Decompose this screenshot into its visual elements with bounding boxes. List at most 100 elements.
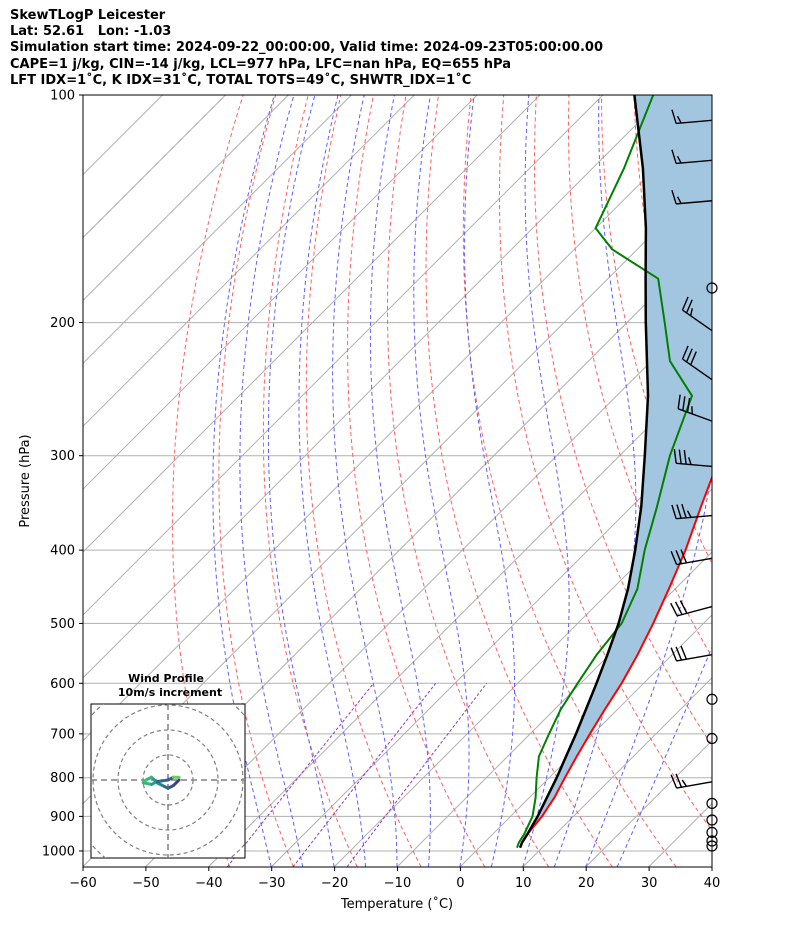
moist-adiabat-line [553,95,637,867]
x-tick-label: −30 [258,876,285,891]
wind-barb [681,296,713,332]
plot-grid [83,95,794,867]
wind-barb [681,345,713,381]
wind-barb-calm [706,835,718,847]
isotherm-line [83,95,289,302]
wind-barb-flag [680,645,688,660]
y-tick-label: 400 [50,544,75,559]
wind-barb-calm [706,840,718,852]
y-tick-label: 900 [50,810,75,825]
hodograph-subtitle: 10m/s increment [118,686,222,699]
moist-adiabat-line [616,645,712,867]
wind-barb-flag [677,394,681,409]
isotherm-line [83,95,541,553]
wind-barb-shaft [676,781,713,789]
wind-barb-shaft [677,408,713,422]
wind-barb-flag [670,647,678,662]
hodograph-segment [155,778,170,784]
isotherm-line [333,488,712,867]
plot-series [516,95,712,849]
mixing-ratio-line [346,682,488,867]
dewpoint-line [516,95,694,849]
wind-barb-flag [670,774,678,789]
title-cape: CAPE=1 j/kg, CIN=-14 j/kg, LCL=977 hPa, … [10,56,511,72]
wind-barb [671,189,713,205]
parcel-line [518,95,650,849]
wind-barb-flag [679,600,688,614]
dry-adiabat-line [425,95,613,867]
title-block: SkewTLogP Leicester Lat: 52.61 Lon: -1.0… [10,8,603,89]
wind-barb-flag [675,550,683,564]
isotherm-line [83,95,352,365]
wind-barb [670,600,713,617]
wind-barb [671,109,713,125]
wind-barb-shaft [676,514,713,520]
moist-adiabat-line [522,95,570,867]
wind-barb [670,549,713,566]
wind-barb-flag [680,549,688,564]
wind-barb [670,645,713,662]
dry-adiabat-line [347,95,486,867]
wind-barb-calm [706,826,718,839]
dry-adiabat-line [764,95,794,867]
moist-adiabat-line [332,95,398,867]
wind-barb-calm [706,814,718,826]
wind-barb-shaft [682,358,713,381]
y-tick-label: 600 [50,677,75,692]
cape-shading [520,95,712,848]
wind-barb-shaft [676,159,713,165]
x-tick-label: −50 [132,876,159,891]
wind-barb-flag [690,308,693,316]
wind-barb-shaft [677,605,713,617]
wind-barb-flag [688,457,692,465]
wind-barb-flag [678,449,682,464]
wind-barb-shaft [676,462,713,468]
wind-barb-flag [673,449,677,464]
wind-barb [673,449,713,468]
plot-axes: −60 −50 −40 −30 −20 −10 0 10 20 30 40 100 200 300 400 5… [42,89,720,892]
wind-barb-flag [671,189,677,205]
x-tick-label: 10 [515,876,532,891]
y-tick-label: 800 [50,771,75,786]
wind-barb-flag [683,449,687,465]
wind-barb [677,394,713,422]
dry-adiabat-line [567,95,712,658]
wind-barb-calm [706,282,718,294]
dry-adiabat-line [386,95,550,867]
isotherm-line [83,95,667,679]
x-tick-label: −60 [69,876,96,891]
wind-barb-flag [670,550,678,565]
title-station: SkewTLogP Leicester [10,8,166,23]
wind-barb-flag [671,109,677,124]
wind-barb-flag [676,504,682,519]
dry-adiabat-line [305,95,422,867]
dry-adiabat-line [218,95,295,867]
wind-barb-shaft [676,200,713,205]
x-axis-label: Temperature (˚C) [340,896,453,912]
wind-barb-flag [674,601,683,615]
x-tick-label: 20 [578,876,595,891]
wind-barb-flag [675,773,683,788]
wind-barb [670,773,713,789]
isotherm-line [83,110,712,742]
y-axis-label: Pressure (hPa) [18,434,33,527]
dry-adiabat-line [698,95,712,194]
wind-barb-flag [682,396,686,411]
wind-barb-flag [670,602,678,617]
wind-barb-flag [676,155,682,164]
wind-barbs [670,109,718,852]
y-tick-label: 1000 [42,844,75,859]
dry-adiabat-line [462,95,677,867]
y-tick-label: 100 [50,89,75,104]
wind-barb [671,503,713,520]
mixing-ratio-line [226,682,374,867]
isotherm-line [83,95,415,427]
y-tick-label: 200 [50,316,75,331]
wind-barb-flag [671,149,677,164]
isotherm-line [145,299,712,867]
x-tick-label: 40 [704,876,721,891]
moist-adiabat-line [413,95,470,867]
wind-barb-flag [685,348,693,363]
moist-adiabat-line [585,95,712,867]
